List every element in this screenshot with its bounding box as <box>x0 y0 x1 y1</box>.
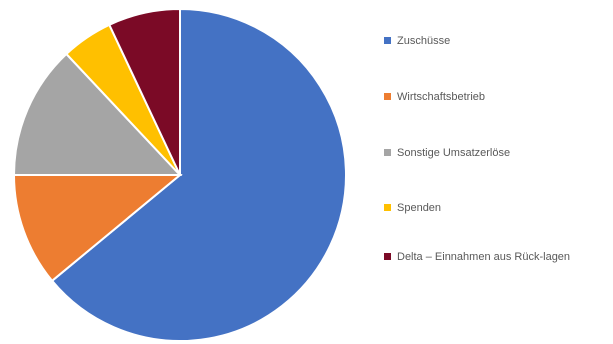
legend-item-spenden: Spenden <box>384 201 607 215</box>
pie-slice-zuschüsse <box>50 7 347 342</box>
legend-label: Spenden <box>397 202 442 214</box>
pie-slice-wirtschaftsbetrieb <box>12 174 183 283</box>
pie-slice-delta-einnahmen-aus-rück-lagen <box>107 7 181 176</box>
legend-swatch <box>384 149 391 156</box>
legend-item-zuschuesse: Zuschüsse <box>384 34 607 48</box>
legend-swatch <box>384 204 391 211</box>
legend-label: Zuschüsse <box>397 35 451 47</box>
legend-label: Sonstige Umsatzerlöse <box>397 147 511 159</box>
legend-item-delta-einnahmen: Delta – Einnahmen aus Rück-lagen <box>384 250 607 264</box>
legend-swatch <box>384 37 391 44</box>
pie-slice-sonstige-umsatzerlöse <box>12 52 183 176</box>
legend-item-sonstige-umsatzerloese: Sonstige Umsatzerlöse <box>384 146 607 160</box>
legend-swatch <box>384 93 391 100</box>
legend-label: Delta – Einnahmen aus Rück-lagen <box>397 251 571 263</box>
legend-swatch <box>384 253 391 260</box>
legend-label: Wirtschaftsbetrieb <box>397 91 486 103</box>
legend-item-wirtschaftsbetrieb: Wirtschaftsbetrieb <box>384 90 607 104</box>
